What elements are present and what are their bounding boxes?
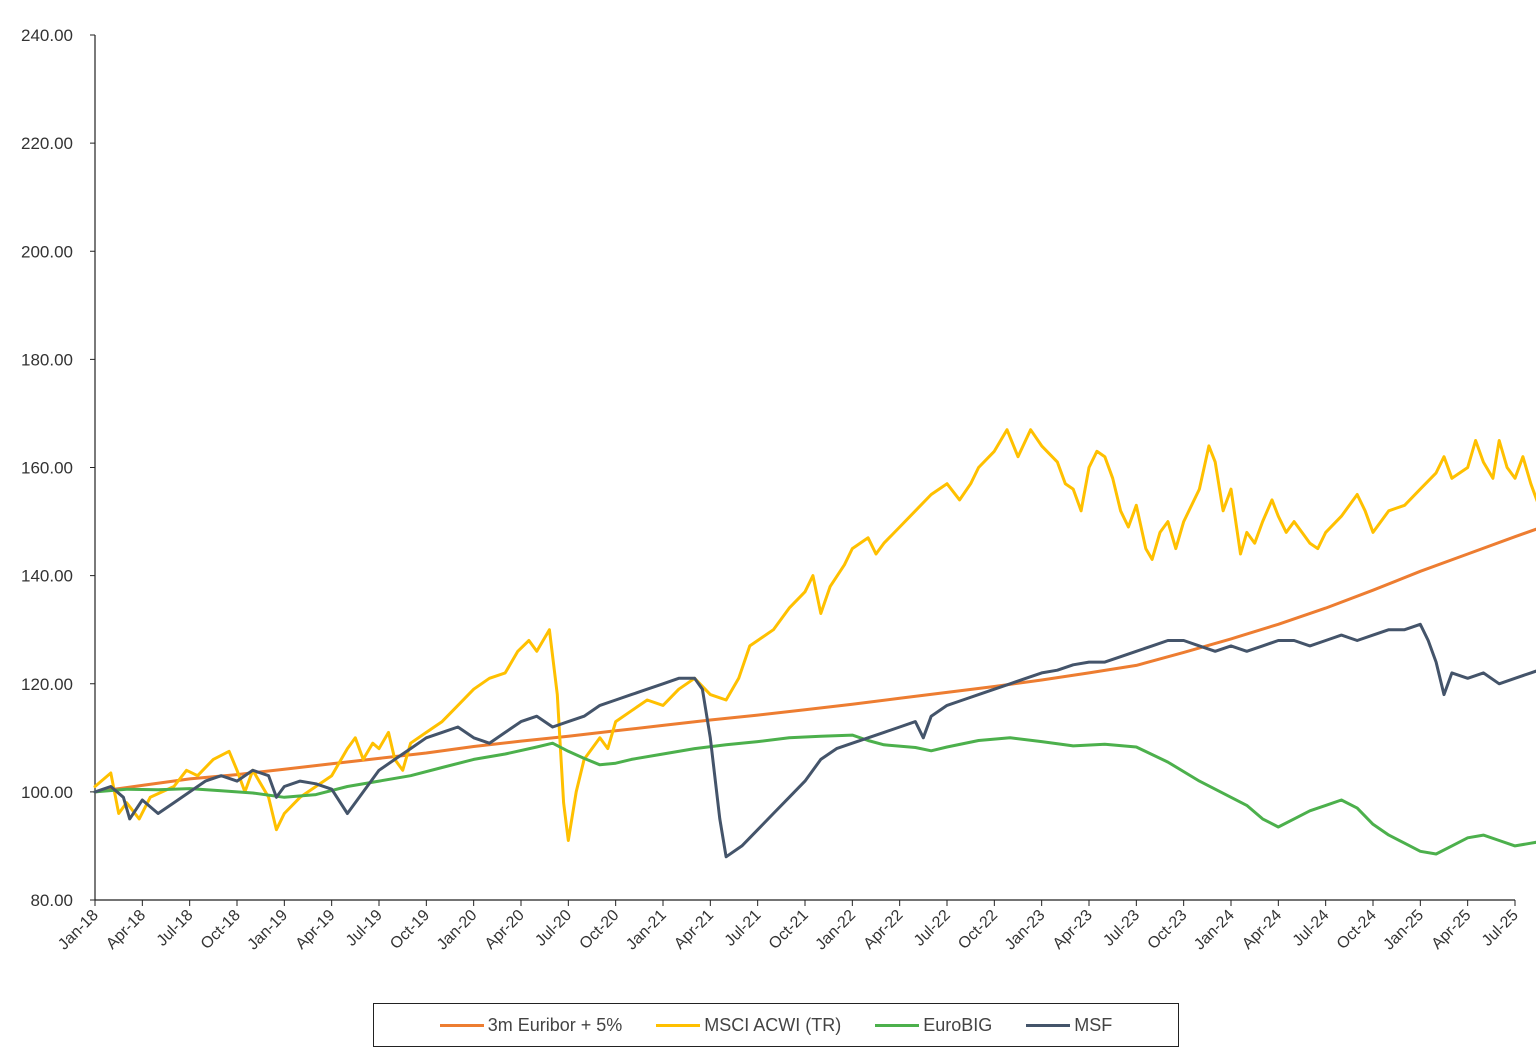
y-tick-label: 120.00 bbox=[21, 675, 73, 694]
series-line-0 bbox=[93, 527, 1536, 794]
x-tick-label: Jan-20 bbox=[434, 907, 481, 954]
series-line-3 bbox=[93, 622, 1536, 859]
x-tick-label: Jul-23 bbox=[1100, 907, 1143, 950]
legend-swatch-eurobig bbox=[875, 1023, 920, 1027]
x-tick-label: Jul-20 bbox=[532, 907, 575, 950]
x-tick-label: Jan-25 bbox=[1381, 907, 1428, 954]
x-tick-label: Jul-19 bbox=[343, 907, 386, 950]
x-tick-label: Jul-21 bbox=[722, 907, 765, 950]
x-tick-label: Oct-21 bbox=[766, 907, 812, 953]
legend-label-euribor: 3m Euribor + 5% bbox=[487, 1014, 623, 1035]
series-line-2 bbox=[93, 733, 1536, 856]
x-tick-label: Jan-23 bbox=[1002, 907, 1049, 954]
x-tick-label: Apr-21 bbox=[671, 907, 717, 953]
legend-swatch-msf bbox=[1026, 1023, 1071, 1027]
legend-item-eurobig: EuroBIG bbox=[875, 1015, 992, 1036]
legend-label-msci: MSCI ACWI (TR) bbox=[704, 1014, 842, 1035]
x-tick-label: Jul-25 bbox=[1479, 907, 1522, 950]
x-tick-label: Apr-18 bbox=[103, 907, 149, 953]
x-tick-label: Jul-24 bbox=[1290, 907, 1333, 950]
legend-label-msf: MSF bbox=[1074, 1014, 1113, 1035]
y-tick-label: 200.00 bbox=[21, 242, 73, 261]
x-tick-label: Oct-20 bbox=[577, 907, 623, 953]
x-tick-label: Jan-24 bbox=[1191, 907, 1238, 954]
legend-item-msci: MSCI ACWI (TR) bbox=[656, 1015, 841, 1036]
y-tick-label: 80.00 bbox=[30, 891, 73, 910]
x-tick-label: Apr-23 bbox=[1050, 907, 1096, 953]
x-tick-label: Jan-18 bbox=[55, 907, 102, 954]
y-tick-label: 240.00 bbox=[21, 26, 73, 45]
legend-item-msf: MSF bbox=[1026, 1015, 1112, 1036]
series-line-1 bbox=[93, 428, 1536, 842]
x-tick-label: Oct-24 bbox=[1334, 907, 1380, 953]
y-tick-label: 220.00 bbox=[21, 134, 73, 153]
x-tick-label: Jul-18 bbox=[154, 907, 197, 950]
legend-label-eurobig: EuroBIG bbox=[923, 1014, 993, 1035]
x-tick-label: Jan-22 bbox=[813, 907, 860, 954]
x-tick-label: Jan-19 bbox=[245, 907, 292, 954]
x-tick-label: Apr-22 bbox=[861, 907, 907, 953]
x-tick-label: Apr-25 bbox=[1429, 907, 1475, 953]
legend-item-euribor: 3m Euribor + 5% bbox=[439, 1014, 623, 1036]
x-tick-label: Apr-20 bbox=[482, 907, 528, 953]
x-tick-label: Oct-23 bbox=[1145, 907, 1191, 953]
legend: 3m Euribor + 5% MSCI ACWI (TR) EuroBIG M… bbox=[373, 1003, 1179, 1047]
legend-swatch-euribor bbox=[439, 1023, 484, 1027]
x-tick-label: Jan-21 bbox=[623, 907, 670, 954]
plot-area: 80.00 100.00 120.00 140.00 160.00 180.00 200.0… bbox=[21, 26, 1536, 954]
x-tick-label: Apr-24 bbox=[1239, 907, 1285, 953]
x-tick-label: Apr-19 bbox=[293, 907, 339, 953]
x-tick-label: Oct-22 bbox=[955, 907, 1001, 953]
y-tick-label: 160.00 bbox=[21, 459, 73, 478]
x-tick-label: Oct-19 bbox=[387, 907, 433, 953]
y-tick-label: 180.00 bbox=[21, 350, 73, 369]
y-tick-label: 140.00 bbox=[21, 567, 73, 586]
x-tick-label: Jul-22 bbox=[911, 907, 954, 950]
y-tick-label: 100.00 bbox=[21, 783, 73, 802]
legend-swatch-msci bbox=[656, 1023, 701, 1027]
x-tick-label: Oct-18 bbox=[198, 907, 244, 953]
